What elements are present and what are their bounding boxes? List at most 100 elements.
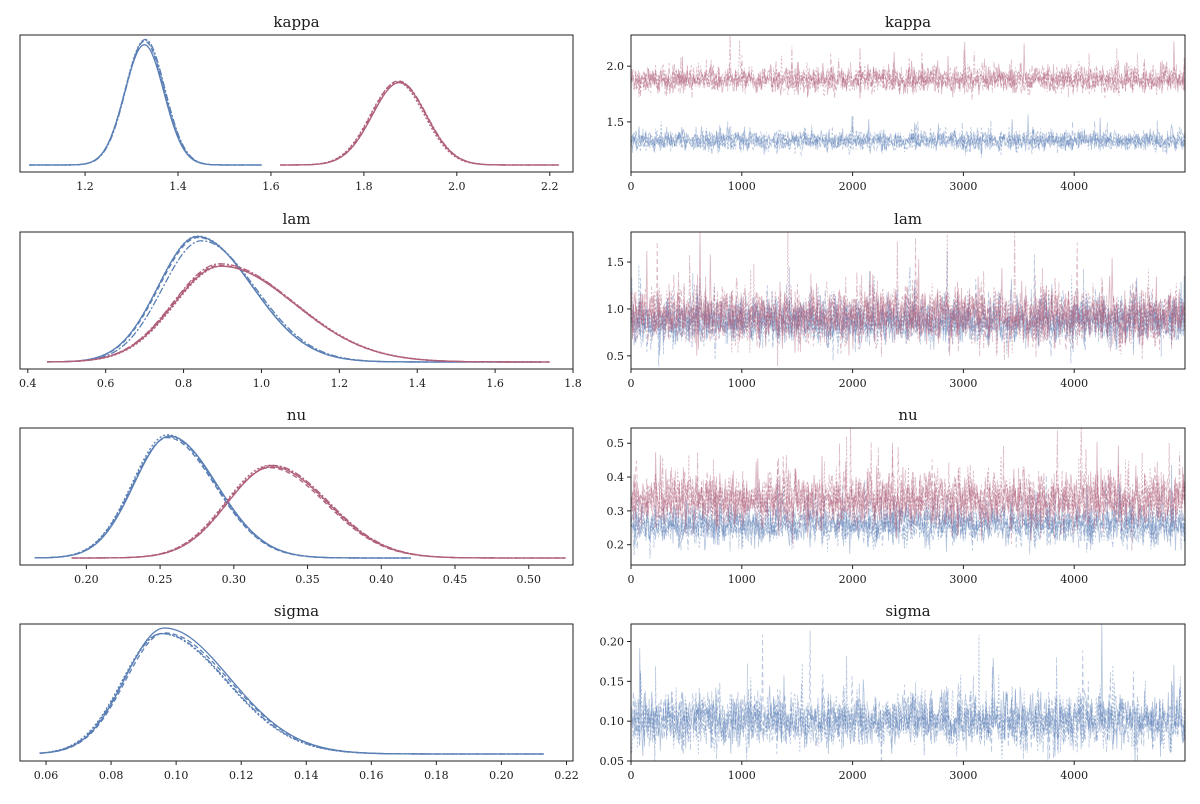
panel-title: nu	[287, 406, 307, 424]
kde-line-series-1-chain-0	[280, 82, 560, 166]
x-tick-label: 0.12	[229, 769, 254, 782]
trace-line-series-1-chain-3	[631, 232, 1185, 361]
kde-line-series-1-chain-2	[280, 81, 560, 166]
kde-line-series-1-chain-1	[280, 80, 560, 166]
x-tick-label: 2000	[839, 573, 867, 586]
x-tick-label: 1000	[728, 769, 756, 782]
x-tick-label: 1.2	[331, 377, 349, 390]
x-tick-label: 1.6	[262, 180, 280, 193]
trace-line-series-0-chain-3	[631, 485, 1185, 559]
x-tick-label: 2000	[839, 180, 867, 193]
axes-frame	[19, 623, 574, 762]
x-tick-label: 0.25	[148, 573, 173, 586]
x-tick-label: 1.0	[253, 377, 271, 390]
trace-line-series-1-chain-2	[631, 436, 1185, 539]
kde-line-series-1-chain-2	[47, 265, 550, 363]
x-tick-label: 3000	[949, 377, 977, 390]
axes-frame	[630, 231, 1186, 370]
x-tick-label: 0	[628, 180, 635, 193]
kde-line-series-0-chain-3	[47, 240, 542, 363]
x-tick-label: 1000	[728, 377, 756, 390]
x-tick-label: 0	[628, 377, 635, 390]
kde-line-series-1-chain-3	[47, 263, 550, 363]
x-tick-label: 1.4	[408, 377, 426, 390]
kde-line-series-1-chain-3	[280, 81, 560, 166]
x-tick-label: 0.06	[34, 769, 59, 782]
x-tick-label: 0.22	[554, 769, 579, 782]
y-tick-label: 0.20	[600, 636, 625, 649]
x-tick-label: 4000	[1060, 180, 1088, 193]
trace-line-series-0-chain-1	[631, 120, 1185, 156]
trace-line-series-0-chain-1	[631, 250, 1185, 367]
x-tick-label: 1.6	[486, 377, 504, 390]
trace-line-series-1-chain-0	[631, 441, 1185, 542]
axes-frame	[630, 34, 1186, 173]
kde-line-series-1-chain-3	[71, 464, 566, 559]
trace-panel-lam: lam 0.5 1.0 1.5 0 1000 2000 3000 4000	[607, 210, 1186, 390]
x-tick-label: 0.35	[295, 573, 320, 586]
kde-line-series-0-chain-3	[29, 38, 262, 166]
kde-line-series-0-chain-2	[29, 39, 262, 166]
trace-line-series-1-chain-2	[631, 232, 1185, 356]
x-tick-label: 1.8	[355, 180, 373, 193]
kde-line-series-0-chain-0	[39, 627, 544, 755]
x-tick-label: 4000	[1060, 377, 1088, 390]
kde-line-series-0-chain-2	[39, 633, 544, 755]
trace-panel-kappa: kappa 1.5 2.0 0 1000 2000 3000 4000	[607, 13, 1186, 193]
x-tick-label: 0.10	[164, 769, 189, 782]
kde-line-series-0-chain-0	[47, 235, 542, 363]
trace-line-series-0-chain-2	[631, 121, 1185, 156]
axes-frame	[630, 427, 1186, 566]
trace-line-series-0-chain-3	[631, 116, 1185, 158]
plot-area	[631, 428, 1185, 559]
trace-line-series-1-chain-1	[631, 428, 1185, 552]
kde-line-series-1-chain-1	[71, 467, 566, 559]
x-tick-label: 0.14	[294, 769, 319, 782]
trace-line-series-0-chain-0	[631, 276, 1185, 356]
x-tick-label: 0.8	[175, 377, 193, 390]
x-tick-label: 2000	[839, 377, 867, 390]
x-tick-label: 2.2	[541, 180, 559, 193]
axes-frame	[19, 34, 574, 173]
trace-line-series-0-chain-0	[631, 464, 1185, 554]
x-tick-label: 0.18	[424, 769, 449, 782]
x-tick-label: 0.16	[359, 769, 384, 782]
x-tick-label: 2000	[839, 769, 867, 782]
trace-line-series-0-chain-1	[631, 475, 1185, 555]
x-tick-label: 4000	[1060, 769, 1088, 782]
x-tick-label: 0.20	[489, 769, 514, 782]
kde-panel-sigma: sigma 0.06 0.08 0.10 0.12 0.14 0.16 0.18 0.20 0.2…	[19, 602, 579, 782]
x-tick-label: 0.40	[369, 573, 394, 586]
trace-line-series-0-chain-0	[631, 624, 1185, 761]
trace-line-series-0-chain-2	[631, 634, 1185, 759]
x-tick-label: 0.50	[517, 573, 542, 586]
x-tick-label: 1.2	[76, 180, 94, 193]
x-tick-label: 1.8	[564, 377, 582, 390]
y-tick-label: 2.0	[607, 60, 625, 73]
trace-line-series-1-chain-1	[631, 237, 1185, 366]
trace-line-series-0-chain-3	[631, 656, 1185, 761]
kde-line-series-0-chain-0	[29, 44, 262, 166]
kde-line-series-1-chain-0	[47, 265, 550, 363]
y-tick-label: 1.0	[607, 303, 625, 316]
panel-title: lam	[894, 210, 922, 228]
axes-frame	[19, 427, 574, 566]
panel-title: kappa	[885, 13, 931, 31]
trace-line-series-0-chain-1	[631, 630, 1185, 761]
x-tick-label: 3000	[949, 180, 977, 193]
x-tick-label: 0	[628, 573, 635, 586]
y-tick-label: 0.5	[607, 350, 625, 363]
kde-panel-nu: nu 0.20 0.25 0.30 0.35 0.40 0.45 0.50	[19, 406, 574, 586]
trace-line-series-1-chain-1	[631, 53, 1185, 99]
kde-panel-kappa: kappa 1.2 1.4 1.6 1.8 2.0 2.2	[19, 13, 574, 193]
kde-line-series-0-chain-3	[34, 435, 411, 559]
axes-frame	[630, 623, 1186, 762]
trace-panel-sigma: sigma 0.05 0.10 0.15 0.20 0 1000 2000 3000 4000	[600, 602, 1186, 782]
x-tick-label: 0	[628, 769, 635, 782]
x-tick-label: 0.30	[222, 573, 247, 586]
y-tick-label: 1.5	[607, 256, 625, 269]
kde-line-series-0-chain-1	[34, 437, 411, 559]
x-tick-label: 1000	[728, 180, 756, 193]
